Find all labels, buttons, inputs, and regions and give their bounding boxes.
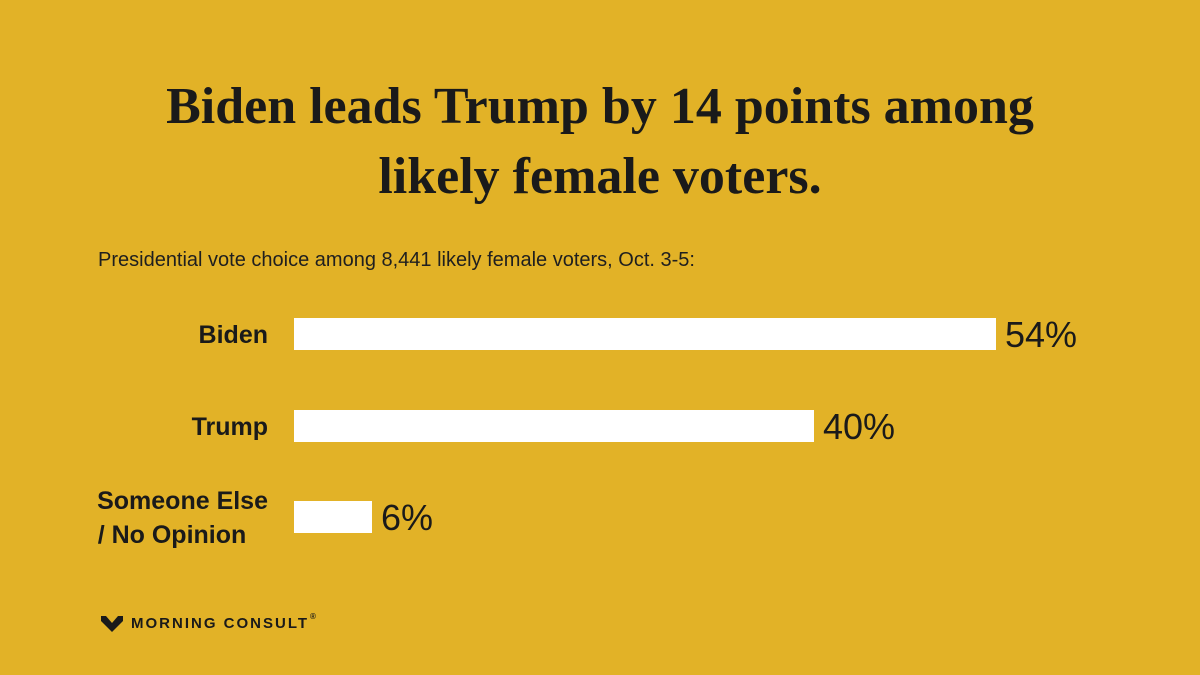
title-regular: Biden leads Trump <box>166 78 602 135</box>
registered-mark: ® <box>310 612 318 621</box>
title-bold-line1: by 14 points among <box>601 78 1034 135</box>
bar-1 <box>294 410 814 442</box>
category-label-1-0: Trump <box>192 413 268 441</box>
value-label-2: 6% <box>381 497 433 538</box>
brand-footer: MORNING CONSULT® <box>101 612 318 632</box>
category-label-2-1: / No Opinion <box>98 521 247 549</box>
bar-2 <box>294 501 372 533</box>
title-bold-line2: likely female voters. <box>378 148 822 205</box>
morning-consult-logo-icon <box>101 615 123 632</box>
category-label-0-0: Biden <box>199 321 268 349</box>
category-label-2-0: Someone Else <box>97 487 268 515</box>
bar-0 <box>294 318 996 350</box>
value-label-1: 40% <box>823 406 895 447</box>
chart-title: Biden leads Trump by 14 points among lik… <box>0 72 1200 212</box>
brand-name: MORNING CONSULT® <box>131 612 318 632</box>
chart-subtitle: Presidential vote choice among 8,441 lik… <box>98 249 695 271</box>
value-label-0: 54% <box>1005 314 1077 355</box>
